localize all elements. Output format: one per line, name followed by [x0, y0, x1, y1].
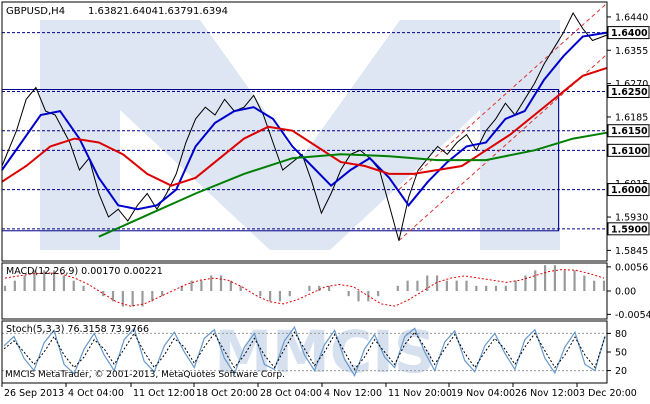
- time-tick-label: 19 Nov 04:00: [451, 388, 515, 399]
- stoch-tick-label: 80: [615, 329, 627, 340]
- time-tick-label: 4 Nov 12:00: [324, 388, 382, 399]
- time-tick-label: 18 Oct 20:00: [196, 388, 258, 399]
- price-tick-label: 1.5845: [615, 246, 648, 257]
- stoch-panel: Stoch(5,3,3) 76.3158 73.9766 80 50 20: [1, 320, 627, 384]
- watermark-logo: [40, 20, 560, 250]
- macd-label: MACD(12,26,9) 0.00170 0.00221: [6, 266, 163, 277]
- series-mid_ma: [1, 66, 608, 187]
- level-tag-label: 1.6100: [611, 146, 648, 157]
- price-frame: [1, 1, 608, 262]
- ohlc-value: 1.6394: [193, 6, 228, 17]
- copyright-text: MMCIS MetaTrader, © 2001-2013, MetaQuote…: [5, 370, 285, 380]
- macd-tick-label: -0.00542: [615, 310, 650, 321]
- price-tick-label: 1.6185: [615, 112, 648, 123]
- price-panel: GBPUSD,H4 1.6382 1.6404 1.6379 1.6394 1.6440 1…: [1, 1, 650, 262]
- level-tag-label: 1.6250: [611, 87, 648, 98]
- level-tag-label: 1.5900: [611, 224, 648, 235]
- level-tag-label: 1.6400: [611, 28, 648, 39]
- ohlc-value: 1.6404: [123, 6, 158, 17]
- ohlc-value: 1.6382: [88, 6, 123, 17]
- stoch-frame: [1, 320, 608, 384]
- time-tick-label: 11 Oct 12:00: [133, 388, 195, 399]
- level-tag: [607, 143, 650, 157]
- time-tick-label: 11 Nov 20:00: [388, 388, 452, 399]
- price-tick-label: 1.5930: [615, 213, 648, 224]
- stoch-tick-label: 20: [615, 366, 627, 377]
- time-tick-label: 26 Nov 12:00: [515, 388, 579, 399]
- time-tick-label: 26 Sep 2013: [4, 388, 64, 399]
- macd-tick-label: 0.00: [615, 287, 636, 298]
- stoch-signal-line: [3, 331, 606, 371]
- time-tick-label: 4 Oct 04:00: [68, 388, 124, 399]
- macd-frame: [1, 262, 608, 320]
- price-tick-label: 1.6440: [615, 12, 648, 23]
- macd-tick-label: 0.0056: [615, 262, 648, 273]
- level-tag: [607, 222, 650, 236]
- level-tag: [607, 124, 650, 138]
- macd-signal-line: [4, 268, 605, 307]
- symbol-label: GBPUSD,H4: [6, 6, 65, 17]
- stoch-label: Stoch(5,3,3) 76.3158 73.9766: [6, 324, 149, 335]
- series-slow_ma: [98, 131, 608, 238]
- series-fast_ma: [1, 31, 608, 211]
- price-tick-label: 1.6270: [615, 79, 648, 90]
- level-tag: [607, 183, 650, 197]
- stoch-tick-label: 50: [615, 348, 627, 359]
- price-tick-label: 1.6355: [615, 46, 648, 57]
- level-tag-label: 1.6150: [611, 126, 648, 137]
- series-close: [1, 11, 608, 241]
- level-tag: [607, 26, 650, 40]
- level-tag: [607, 84, 650, 98]
- macd-panel: MACD(12,26,9) 0.00170 0.00221 0.0056 0.00 -…: [1, 262, 650, 321]
- channel-upper-line: [398, 2, 608, 190]
- time-tick-label: 3 Dec 20:00: [579, 388, 637, 399]
- stoch-main-line: [3, 325, 606, 377]
- level-tag-label: 1.6000: [611, 185, 648, 196]
- time-tick-label: 28 Oct 04:00: [260, 388, 322, 399]
- ohlc-value: 1.6379: [158, 6, 193, 17]
- time-axis: 26 Sep 2013 4 Oct 04:00 11 Oct 12:00 18 Oct…: [1, 383, 637, 399]
